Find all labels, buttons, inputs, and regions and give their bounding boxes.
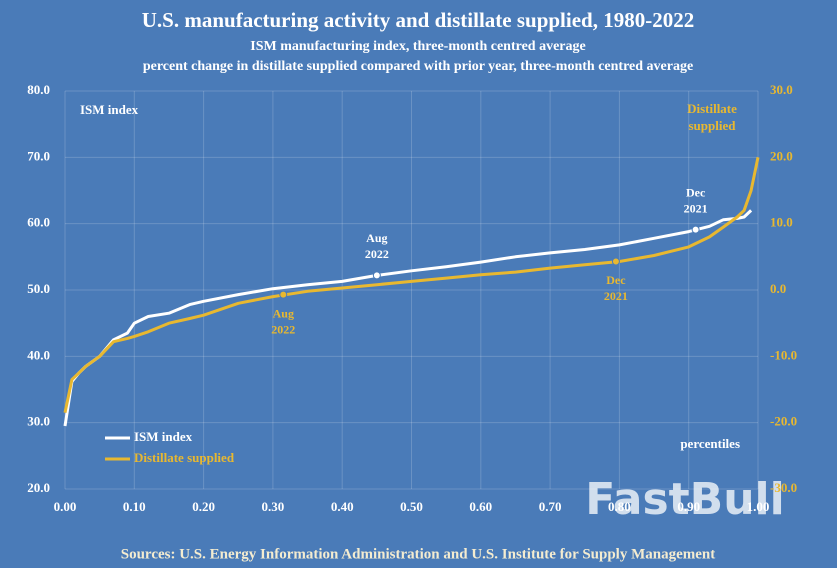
watermark: FastBull bbox=[585, 474, 784, 525]
series-line bbox=[63, 156, 760, 414]
legend-label: ISM index bbox=[134, 429, 193, 444]
y2-axis-label: supplied bbox=[689, 118, 737, 133]
subtitle: ISM manufacturing index, three-month cen… bbox=[250, 39, 585, 54]
y-tick-label: 60.0 bbox=[27, 215, 50, 230]
y2-tick-label: -20.0 bbox=[770, 414, 797, 429]
subtitle: percent change in distillate supplied co… bbox=[143, 59, 693, 74]
annotation-label: 2021 bbox=[604, 289, 628, 303]
x-tick-label: 0.00 bbox=[54, 499, 77, 514]
annotation-label: Aug bbox=[273, 306, 294, 320]
annotation-point bbox=[691, 225, 700, 234]
series-line bbox=[63, 209, 753, 427]
legend-label: Distillate supplied bbox=[134, 450, 235, 465]
y2-tick-label: 30.0 bbox=[770, 82, 793, 97]
x-tick-label: 0.30 bbox=[262, 499, 285, 514]
x-tick-label: 0.50 bbox=[400, 499, 423, 514]
y2-tick-label: 20.0 bbox=[770, 148, 793, 163]
y2-tick-label: 10.0 bbox=[770, 215, 793, 230]
x-tick-label: 0.20 bbox=[192, 499, 215, 514]
x-tick-label: 0.40 bbox=[331, 499, 354, 514]
x-tick-label: 0.10 bbox=[123, 499, 146, 514]
annotation-point bbox=[279, 290, 288, 299]
x-tick-label: 0.60 bbox=[469, 499, 492, 514]
y-axis-label: ISM index bbox=[80, 102, 139, 117]
x-tick-label: 0.70 bbox=[539, 499, 562, 514]
y-tick-label: 20.0 bbox=[27, 480, 50, 495]
y-tick-label: 50.0 bbox=[27, 281, 50, 296]
chart-title: U.S. manufacturing activity and distilla… bbox=[142, 8, 694, 32]
annotation-point bbox=[372, 271, 381, 280]
y-tick-label: 70.0 bbox=[27, 148, 50, 163]
y2-tick-label: -10.0 bbox=[770, 347, 797, 362]
x-tick-label: 1.00 bbox=[747, 499, 770, 514]
annotation-point bbox=[611, 257, 620, 266]
y2-tick-label: 0.0 bbox=[770, 281, 786, 296]
source: Sources: U.S. Energy Information Adminis… bbox=[121, 546, 716, 562]
x-tick-label: 0.80 bbox=[608, 499, 631, 514]
annotation-label: Dec bbox=[606, 273, 626, 287]
annotation-label: 2022 bbox=[271, 322, 295, 336]
annotation-label: 2022 bbox=[365, 247, 389, 261]
x-axis-label: percentiles bbox=[680, 436, 740, 451]
annotation-label: Aug bbox=[366, 231, 387, 245]
y-tick-label: 40.0 bbox=[27, 347, 50, 362]
x-tick-label: 0.90 bbox=[677, 499, 700, 514]
annotation-label: Dec bbox=[686, 185, 706, 199]
y-tick-label: 80.0 bbox=[27, 82, 50, 97]
annotation-label: 2021 bbox=[684, 201, 708, 215]
y2-tick-label: -30.0 bbox=[770, 480, 797, 495]
y-tick-label: 30.0 bbox=[27, 414, 50, 429]
y2-axis-label: Distillate bbox=[687, 101, 737, 116]
